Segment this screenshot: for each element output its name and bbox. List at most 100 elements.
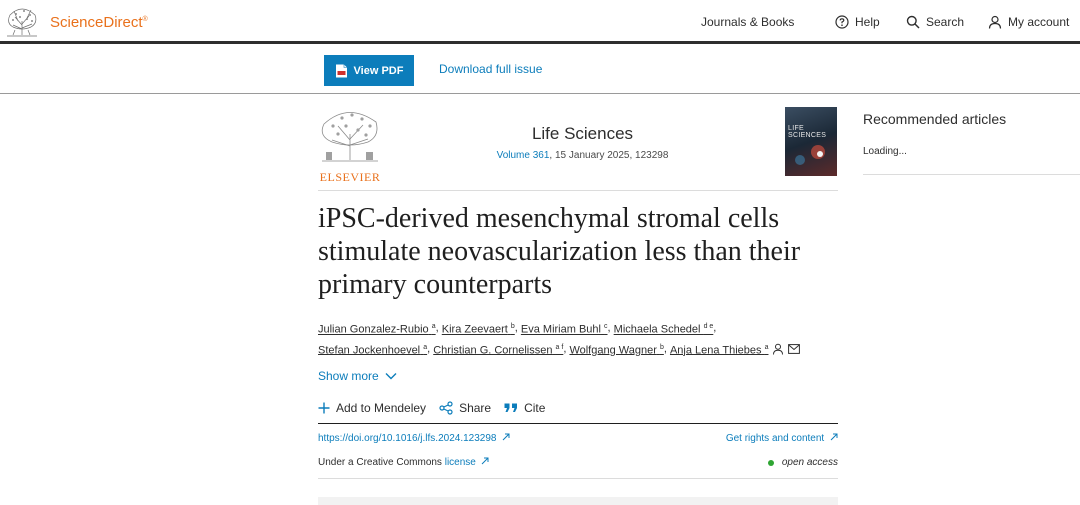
user-icon bbox=[988, 15, 1002, 29]
author-separator: , bbox=[713, 322, 717, 335]
author-name[interactable]: Kira Zeevaert b bbox=[442, 318, 515, 339]
cite-button[interactable]: Cite bbox=[504, 401, 545, 415]
license-statement: Under a Creative Commons license bbox=[318, 457, 489, 468]
plus-icon bbox=[318, 402, 330, 414]
author-name-text: Kira Zeevaert bbox=[441, 323, 508, 336]
author-separator: , bbox=[663, 342, 670, 355]
author-affiliation: a bbox=[764, 343, 769, 351]
cite-label: Cite bbox=[524, 401, 546, 415]
content-panel bbox=[318, 497, 838, 505]
share-button[interactable]: Share bbox=[439, 401, 491, 415]
nav-search-label: Search bbox=[926, 15, 965, 29]
author-name-text: Wolfgang Wagner bbox=[569, 344, 657, 357]
show-more-button[interactable]: Show more bbox=[318, 369, 397, 383]
article-actions: Add to Mendeley Share Cite bbox=[318, 399, 558, 417]
external-link-icon bbox=[830, 433, 838, 441]
share-icon bbox=[439, 401, 453, 415]
open-access-label: open access bbox=[781, 457, 838, 468]
actions-divider bbox=[318, 423, 838, 424]
license-link[interactable]: license bbox=[445, 457, 489, 468]
license-link-text: license bbox=[444, 457, 476, 468]
metadata-divider bbox=[318, 478, 838, 479]
show-more-label: Show more bbox=[318, 369, 379, 383]
author-affiliation: c bbox=[604, 323, 608, 330]
author-name[interactable]: Wolfgang Wagner b bbox=[569, 339, 663, 360]
author-affiliation: d e bbox=[703, 323, 714, 330]
nav-journals-label: Journals & Books bbox=[701, 15, 795, 29]
chevron-down-icon bbox=[385, 373, 397, 380]
nav-help-label: Help bbox=[855, 15, 880, 29]
article-toolbar: View PDF Download full issue bbox=[0, 47, 1080, 94]
author-name-text: Julian Gonzalez-Rubio bbox=[318, 323, 429, 336]
author-name[interactable]: Anja Lena Thiebes a bbox=[670, 339, 769, 360]
elsevier-tree-logo bbox=[4, 5, 40, 39]
author-affiliation: a f bbox=[555, 343, 564, 351]
add-to-mendeley-label: Add to Mendeley bbox=[336, 401, 427, 415]
author-separator: , bbox=[435, 322, 442, 335]
download-full-issue-link[interactable]: Download full issue bbox=[439, 62, 543, 76]
author-list: Julian Gonzalez-Rubio a, Kira Zeevaert b… bbox=[318, 318, 843, 359]
top-header: ScienceDirect® Journals & Books Help Sea… bbox=[0, 0, 1080, 44]
recommended-articles-heading: Recommended articles bbox=[863, 111, 1007, 127]
author-affiliation: a bbox=[423, 343, 428, 351]
author-name[interactable]: Eva Miriam Buhl c bbox=[521, 318, 608, 339]
journal-title[interactable]: Life Sciences bbox=[531, 124, 634, 143]
author-name-text: Michaela Schedel bbox=[613, 323, 701, 336]
recommended-loading-text: Loading... bbox=[863, 146, 907, 157]
brand[interactable]: ScienceDirect® bbox=[4, 5, 148, 39]
author-name[interactable]: Stefan Jockenhoevel a bbox=[318, 339, 427, 360]
help-icon bbox=[835, 15, 849, 29]
author-name-text: Christian G. Cornelissen bbox=[433, 344, 553, 357]
view-pdf-label: View PDF bbox=[353, 64, 404, 77]
pdf-icon bbox=[335, 64, 347, 77]
author-line-2: Stefan Jockenhoevel a, Christian G. Corn… bbox=[318, 339, 843, 360]
open-access-dot-icon bbox=[767, 459, 774, 466]
add-to-mendeley-button[interactable]: Add to Mendeley bbox=[318, 401, 426, 415]
share-label: Share bbox=[459, 401, 492, 415]
email-icon[interactable] bbox=[788, 344, 801, 354]
doi-link[interactable]: https://doi.org/10.1016/j.lfs.2024.12329… bbox=[318, 433, 510, 444]
corresponding-author-icon[interactable] bbox=[772, 343, 784, 355]
author-separator: , bbox=[427, 342, 434, 355]
journal-meta: Volume 361, 15 January 2025, 123298 bbox=[420, 150, 745, 161]
quote-icon bbox=[504, 403, 518, 412]
author-name-text: Eva Miriam Buhl bbox=[520, 323, 601, 336]
author-line-1: Julian Gonzalez-Rubio a, Kira Zeevaert b… bbox=[318, 318, 843, 339]
volume-link[interactable]: Volume 361 bbox=[496, 150, 550, 161]
license-prefix: Under a Creative Commons bbox=[318, 457, 445, 468]
get-rights-link[interactable]: Get rights and content bbox=[726, 433, 838, 444]
get-rights-text: Get rights and content bbox=[725, 433, 825, 444]
elsevier-tree-icon bbox=[321, 112, 378, 162]
journal-info: Life Sciences Volume 361, 15 January 202… bbox=[420, 124, 745, 161]
author-name[interactable]: Christian G. Cornelissen a f bbox=[433, 339, 563, 360]
nav-search[interactable]: Search bbox=[906, 0, 964, 44]
view-pdf-button[interactable]: View PDF bbox=[324, 55, 414, 86]
divider bbox=[318, 190, 838, 191]
external-link-icon bbox=[502, 433, 510, 441]
search-icon bbox=[906, 15, 920, 29]
elsevier-wordmark: ELSEVIER bbox=[319, 170, 381, 184]
recommended-divider bbox=[863, 174, 1080, 175]
open-access-badge: open access bbox=[767, 457, 838, 468]
external-link-icon bbox=[481, 457, 489, 465]
cover-graphic-highlight bbox=[817, 151, 823, 157]
journal-date-article: , 15 January 2025, 123298 bbox=[549, 150, 669, 161]
nav-journals-books[interactable]: Journals & Books bbox=[701, 0, 794, 44]
author-name[interactable]: Michaela Schedel d e bbox=[614, 318, 714, 339]
elsevier-logo[interactable]: ELSEVIER bbox=[318, 106, 382, 184]
author-affiliation: b bbox=[510, 323, 515, 330]
nav-my-account[interactable]: My account bbox=[988, 0, 1069, 44]
author-name[interactable]: Julian Gonzalez-Rubio a bbox=[318, 318, 436, 339]
author-affiliation: b bbox=[659, 343, 664, 351]
journal-cover[interactable]: LIFE SCIENCES bbox=[785, 107, 837, 176]
nav-account-label: My account bbox=[1008, 15, 1070, 29]
cover-title: LIFE SCIENCES bbox=[788, 125, 827, 139]
author-affiliation: a bbox=[431, 323, 436, 330]
author-separator: , bbox=[563, 342, 570, 355]
author-separator: , bbox=[607, 322, 614, 335]
nav-help[interactable]: Help bbox=[835, 0, 880, 44]
author-name-text: Anja Lena Thiebes bbox=[669, 344, 762, 357]
author-separator: , bbox=[514, 322, 521, 335]
brand-name: ScienceDirect® bbox=[50, 13, 148, 31]
cover-graphic-blue bbox=[795, 155, 805, 165]
